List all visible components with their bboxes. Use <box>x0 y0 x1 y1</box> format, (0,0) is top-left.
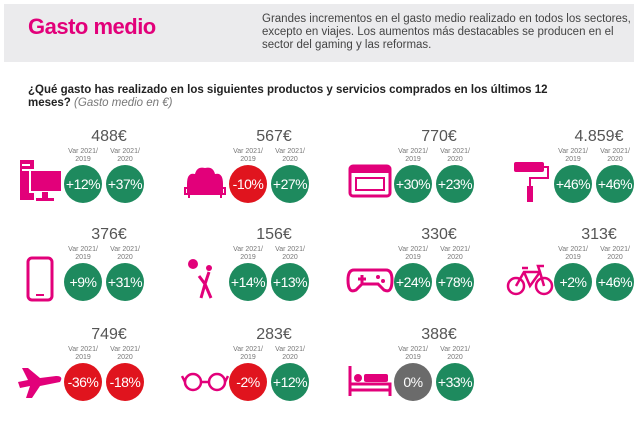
spending-item: 156€ Var 2021/ 2019 Var 2021/ 2020 +14% … <box>179 226 339 321</box>
var-2019-label: Var 2021/ 2019 <box>68 148 98 163</box>
spending-item: 313€ Var 2021/ 2019 Var 2021/ 2020 +2% +… <box>504 226 634 321</box>
spending-item: 330€ Var 2021/ 2019 Var 2021/ 2020 +24% … <box>344 226 504 321</box>
header-band: Gasto medio Grandes incrementos en el ga… <box>4 4 634 62</box>
var-2020-badge: +23% <box>436 165 474 203</box>
sports-icon <box>188 259 213 299</box>
var-2019-label: Var 2021/ 2019 <box>68 246 98 261</box>
average-spend: 283€ <box>256 326 292 343</box>
average-spend: 567€ <box>256 128 292 145</box>
var-2020-label: Var 2021/ 2020 <box>110 246 140 261</box>
var-2020-label: Var 2021/ 2020 <box>440 246 470 261</box>
var-2020-label: Var 2021/ 2020 <box>275 246 305 261</box>
average-spend: 488€ <box>91 128 127 145</box>
var-2020-label: Var 2021/ 2020 <box>440 148 470 163</box>
var-2019-badge: +46% <box>554 165 592 203</box>
var-2020-badge: +37% <box>106 165 144 203</box>
var-2019-label: Var 2021/ 2019 <box>558 148 588 163</box>
var-2020-label: Var 2021/ 2020 <box>440 346 470 361</box>
var-2020-badge: +78% <box>436 263 474 301</box>
var-2019-label: Var 2021/ 2019 <box>233 148 263 163</box>
smartphone-icon <box>26 256 54 302</box>
var-2020-badge: +27% <box>271 165 309 203</box>
var-2020-badge: -18% <box>106 363 144 401</box>
var-2020-label: Var 2021/ 2020 <box>110 148 140 163</box>
average-spend: 376€ <box>91 226 127 243</box>
var-2020-label: Var 2021/ 2020 <box>600 246 630 261</box>
average-spend: 330€ <box>421 226 457 243</box>
average-spend: 4.859€ <box>574 128 624 145</box>
sofa-icon <box>184 167 226 198</box>
var-2019-badge: +14% <box>229 263 267 301</box>
var-2019-badge: +24% <box>394 263 432 301</box>
spending-item: 388€ Var 2021/ 2019 Var 2021/ 2020 0% +3… <box>344 326 504 421</box>
spending-item: 376€ Var 2021/ 2019 Var 2021/ 2020 +9% +… <box>14 226 174 321</box>
var-2020-badge: +31% <box>106 263 144 301</box>
var-2019-badge: +30% <box>394 165 432 203</box>
average-spend: 770€ <box>421 128 457 145</box>
spending-item: 4.859€ Var 2021/ 2019 Var 2021/ 2020 +46… <box>504 128 634 223</box>
spending-item: 770€ Var 2021/ 2019 Var 2021/ 2020 +30% … <box>344 128 504 223</box>
question-note: (Gasto medio en €) <box>74 97 173 109</box>
var-2019-label: Var 2021/ 2019 <box>398 346 428 361</box>
var-2020-badge: +12% <box>271 363 309 401</box>
var-2020-label: Var 2021/ 2020 <box>275 148 305 163</box>
oven-icon <box>348 164 392 198</box>
average-spend: 388€ <box>421 326 457 343</box>
var-2019-label: Var 2021/ 2019 <box>233 246 263 261</box>
var-2019-badge: +2% <box>554 263 592 301</box>
bed-icon <box>348 366 392 396</box>
var-2019-label: Var 2021/ 2019 <box>558 246 588 261</box>
question: ¿Qué gasto has realizado en los siguient… <box>28 84 548 110</box>
var-2019-badge: +12% <box>64 165 102 203</box>
var-2020-label: Var 2021/ 2020 <box>275 346 305 361</box>
header-description: Grandes incrementos en el gasto medio re… <box>262 13 631 51</box>
average-spend: 313€ <box>581 226 617 243</box>
glasses-icon <box>181 372 229 392</box>
spending-item: 488€ Var 2021/ 2019 Var 2021/ 2020 +12% … <box>14 128 174 223</box>
question-text: ¿Qué gasto has realizado en los siguient… <box>28 84 548 109</box>
spending-item: 283€ Var 2021/ 2019 Var 2021/ 2020 -2% +… <box>179 326 339 421</box>
var-2020-badge: +33% <box>436 363 474 401</box>
var-2019-badge: -2% <box>229 363 267 401</box>
page-title: Gasto medio <box>28 14 156 39</box>
var-2019-badge: -36% <box>64 363 102 401</box>
var-2019-label: Var 2021/ 2019 <box>398 246 428 261</box>
bicycle-icon <box>506 264 554 296</box>
var-2019-badge: -10% <box>229 165 267 203</box>
gamepad-icon <box>346 268 394 293</box>
var-2019-badge: 0% <box>394 363 432 401</box>
var-2019-label: Var 2021/ 2019 <box>68 346 98 361</box>
var-2020-label: Var 2021/ 2020 <box>110 346 140 361</box>
spending-item: 567€ Var 2021/ 2019 Var 2021/ 2020 -10% … <box>179 128 339 223</box>
var-2020-badge: +46% <box>596 165 634 203</box>
average-spend: 156€ <box>256 226 292 243</box>
var-2020-badge: +46% <box>596 263 634 301</box>
var-2019-badge: +9% <box>64 263 102 301</box>
paint-roller-icon <box>514 162 549 202</box>
airplane-icon <box>18 368 62 398</box>
computer-icon <box>20 160 63 201</box>
var-2020-label: Var 2021/ 2020 <box>600 148 630 163</box>
var-2020-badge: +13% <box>271 263 309 301</box>
spending-item: 749€ Var 2021/ 2019 Var 2021/ 2020 -36% … <box>14 326 174 421</box>
var-2019-label: Var 2021/ 2019 <box>398 148 428 163</box>
var-2019-label: Var 2021/ 2019 <box>233 346 263 361</box>
average-spend: 749€ <box>91 326 127 343</box>
